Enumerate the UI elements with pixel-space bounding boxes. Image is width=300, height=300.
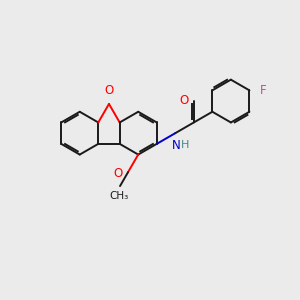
Text: O: O [179,94,188,107]
Text: CH₃: CH₃ [109,191,128,201]
Text: F: F [260,84,266,97]
Text: O: O [113,167,123,180]
Text: H: H [181,140,189,150]
Text: N: N [172,139,181,152]
Text: O: O [104,84,114,98]
